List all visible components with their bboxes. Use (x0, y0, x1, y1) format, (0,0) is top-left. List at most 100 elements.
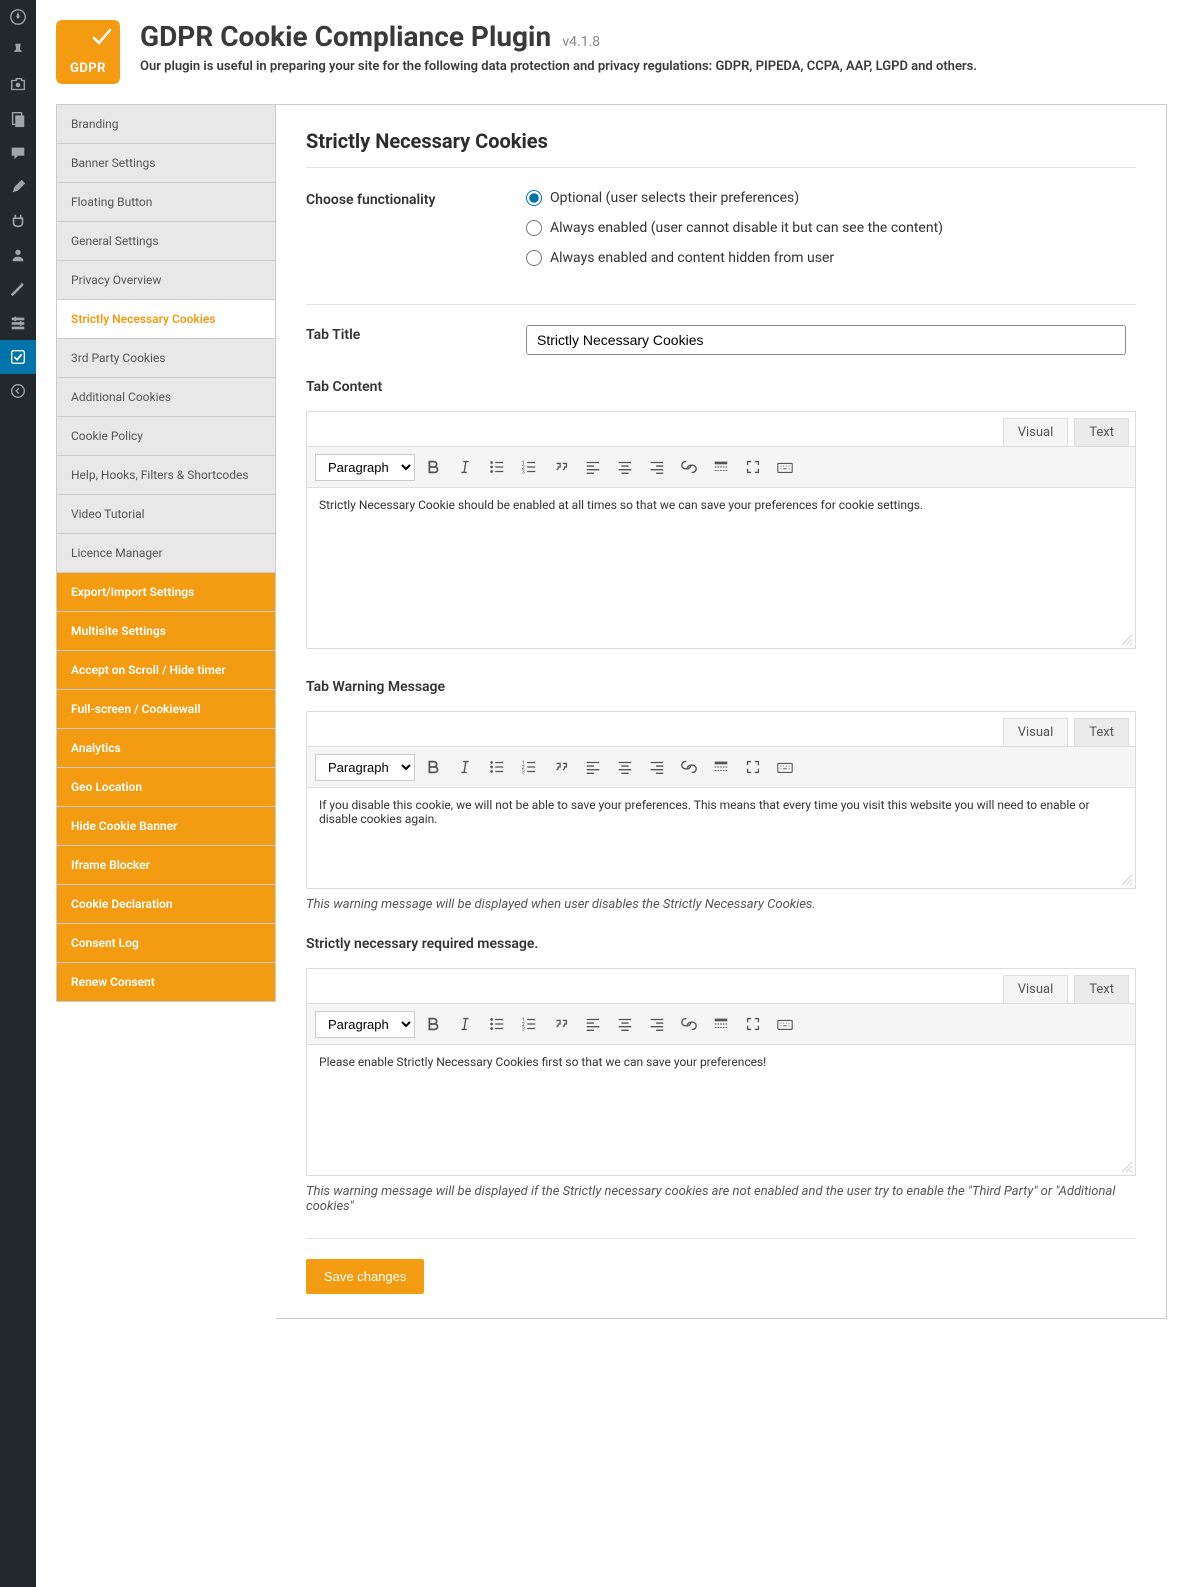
tab-title-input[interactable] (526, 325, 1126, 355)
logo-text: GDPR (70, 61, 106, 76)
keyboard-icon[interactable] (771, 453, 799, 481)
bold-icon[interactable] (419, 753, 447, 781)
link-icon[interactable] (675, 453, 703, 481)
resize-handle-icon[interactable] (1121, 1161, 1133, 1173)
editor-tab-text[interactable]: Text (1074, 718, 1129, 746)
wp-users-icon[interactable] (0, 238, 36, 272)
settings-nav-item[interactable]: Multisite Settings (57, 612, 275, 651)
settings-nav-item[interactable]: Banner Settings (57, 144, 275, 183)
fullscreen-icon[interactable] (739, 453, 767, 481)
blockquote-icon[interactable] (547, 453, 575, 481)
settings-nav-item[interactable]: Full-screen / Cookiewall (57, 690, 275, 729)
link-icon[interactable] (675, 753, 703, 781)
editor-tab-visual[interactable]: Visual (1003, 975, 1069, 1003)
required-msg-label: Strictly necessary required message. (306, 936, 1136, 952)
editor-content[interactable]: If you disable this cookie, we will not … (307, 788, 1135, 888)
settings-nav-item[interactable]: 3rd Party Cookies (57, 339, 275, 378)
settings-nav-item[interactable]: Additional Cookies (57, 378, 275, 417)
editor-content[interactable]: Please enable Strictly Necessary Cookies… (307, 1045, 1135, 1175)
wp-collapse-icon[interactable] (0, 374, 36, 408)
radio-input[interactable] (526, 250, 542, 266)
settings-nav-item[interactable]: Geo Location (57, 768, 275, 807)
svg-text:3: 3 (522, 1026, 525, 1032)
rich-text-editor: VisualText Paragraph 123 Please enable Stri… (306, 968, 1136, 1176)
resize-handle-icon[interactable] (1121, 874, 1133, 886)
fullscreen-icon[interactable] (739, 753, 767, 781)
italic-icon[interactable] (451, 1010, 479, 1038)
fullscreen-icon[interactable] (739, 1010, 767, 1038)
settings-nav-item[interactable]: Hide Cookie Banner (57, 807, 275, 846)
settings-nav-item[interactable]: Accept on Scroll / Hide timer (57, 651, 275, 690)
keyboard-icon[interactable] (771, 1010, 799, 1038)
settings-nav-item[interactable]: Video Tutorial (57, 495, 275, 534)
settings-nav-item[interactable]: Licence Manager (57, 534, 275, 573)
settings-nav-item[interactable]: Cookie Policy (57, 417, 275, 456)
tab-content-label: Tab Content (306, 379, 1136, 395)
wp-pin-icon[interactable] (0, 34, 36, 68)
wp-gdpr-icon[interactable] (0, 340, 36, 374)
blockquote-icon[interactable] (547, 753, 575, 781)
settings-nav-item[interactable]: Strictly Necessary Cookies (57, 300, 275, 339)
align-center-icon[interactable] (611, 753, 639, 781)
bullet-list-icon[interactable] (483, 753, 511, 781)
align-right-icon[interactable] (643, 1010, 671, 1038)
editor-tab-text[interactable]: Text (1074, 975, 1129, 1003)
keyboard-icon[interactable] (771, 753, 799, 781)
settings-nav-item[interactable]: Analytics (57, 729, 275, 768)
wp-dashboard-icon[interactable] (0, 0, 36, 34)
format-select[interactable]: Paragraph (315, 454, 415, 481)
settings-nav-item[interactable]: Renew Consent (57, 963, 275, 1001)
bold-icon[interactable] (419, 453, 447, 481)
read-more-icon[interactable] (707, 453, 735, 481)
settings-nav-item[interactable]: Help, Hooks, Filters & Shortcodes (57, 456, 275, 495)
settings-nav-item[interactable]: Branding (57, 105, 275, 144)
numbered-list-icon[interactable]: 123 (515, 1010, 543, 1038)
functionality-radio-option[interactable]: Always enabled (user cannot disable it b… (526, 220, 1136, 236)
align-right-icon[interactable] (643, 453, 671, 481)
italic-icon[interactable] (451, 453, 479, 481)
save-button[interactable]: Save changes (306, 1259, 424, 1294)
italic-icon[interactable] (451, 753, 479, 781)
radio-input[interactable] (526, 190, 542, 206)
format-select[interactable]: Paragraph (315, 754, 415, 781)
align-right-icon[interactable] (643, 753, 671, 781)
editor-content[interactable]: Strictly Necessary Cookie should be enab… (307, 488, 1135, 648)
align-left-icon[interactable] (579, 453, 607, 481)
version-label: v4.1.8 (562, 34, 600, 50)
radio-input[interactable] (526, 220, 542, 236)
settings-nav-item[interactable]: Floating Button (57, 183, 275, 222)
settings-nav-item[interactable]: General Settings (57, 222, 275, 261)
settings-nav-item[interactable]: Cookie Declaration (57, 885, 275, 924)
functionality-radio-option[interactable]: Optional (user selects their preferences… (526, 190, 1136, 206)
wp-settings-icon[interactable] (0, 306, 36, 340)
functionality-radio-option[interactable]: Always enabled and content hidden from u… (526, 250, 1136, 266)
align-left-icon[interactable] (579, 1010, 607, 1038)
wp-pages-icon[interactable] (0, 102, 36, 136)
numbered-list-icon[interactable]: 123 (515, 453, 543, 481)
bullet-list-icon[interactable] (483, 1010, 511, 1038)
read-more-icon[interactable] (707, 1010, 735, 1038)
bold-icon[interactable] (419, 1010, 447, 1038)
align-left-icon[interactable] (579, 753, 607, 781)
wp-plugins-icon[interactable] (0, 204, 36, 238)
align-center-icon[interactable] (611, 453, 639, 481)
bullet-list-icon[interactable] (483, 453, 511, 481)
settings-nav-item[interactable]: Export/Import Settings (57, 573, 275, 612)
wp-media-icon[interactable] (0, 68, 36, 102)
format-select[interactable]: Paragraph (315, 1011, 415, 1038)
settings-nav-item[interactable]: Consent Log (57, 924, 275, 963)
read-more-icon[interactable] (707, 753, 735, 781)
editor-tab-visual[interactable]: Visual (1003, 718, 1069, 746)
numbered-list-icon[interactable]: 123 (515, 753, 543, 781)
wp-tools-icon[interactable] (0, 272, 36, 306)
blockquote-icon[interactable] (547, 1010, 575, 1038)
settings-nav-item[interactable]: Iframe Blocker (57, 846, 275, 885)
settings-nav-item[interactable]: Privacy Overview (57, 261, 275, 300)
wp-appearance-icon[interactable] (0, 170, 36, 204)
editor-tab-text[interactable]: Text (1074, 418, 1129, 446)
editor-tab-visual[interactable]: Visual (1003, 418, 1069, 446)
wp-comments-icon[interactable] (0, 136, 36, 170)
link-icon[interactable] (675, 1010, 703, 1038)
align-center-icon[interactable] (611, 1010, 639, 1038)
resize-handle-icon[interactable] (1121, 634, 1133, 646)
